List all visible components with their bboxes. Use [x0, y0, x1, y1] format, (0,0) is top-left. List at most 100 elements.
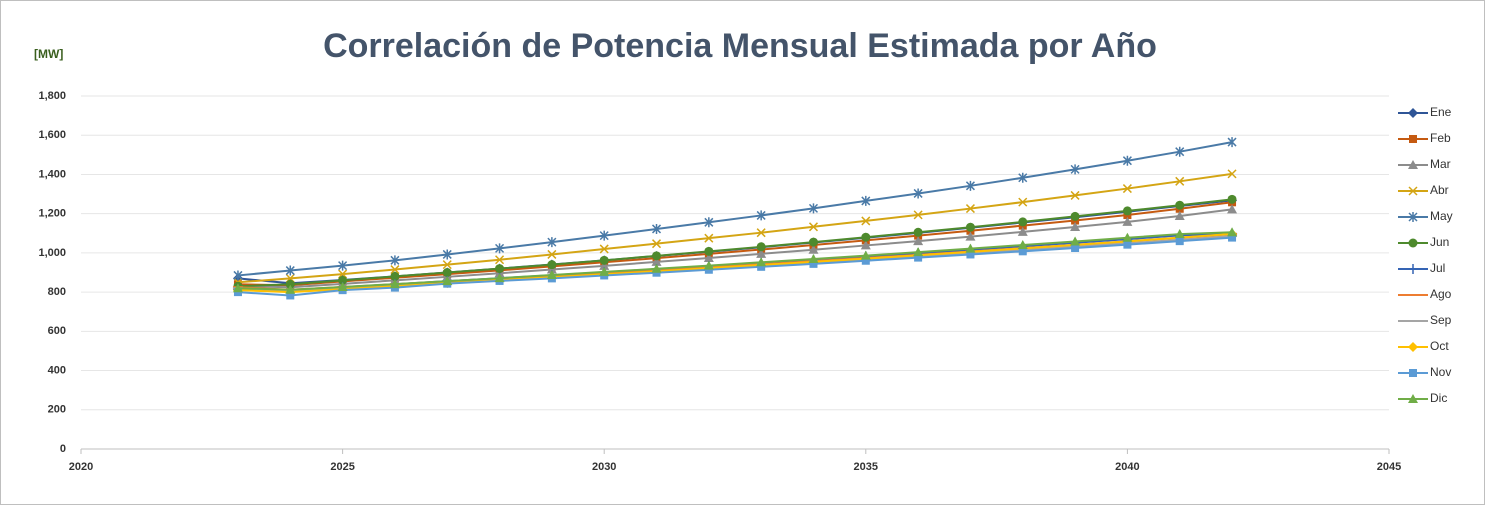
marker	[1122, 184, 1132, 194]
marker	[913, 227, 923, 237]
legend-label: Abr	[1430, 183, 1449, 197]
marker	[757, 262, 766, 271]
marker	[1070, 236, 1081, 246]
y-axis-label: [MW]	[34, 47, 63, 61]
marker	[547, 237, 557, 248]
marker	[756, 228, 766, 238]
x-tick-label: 2045	[1377, 461, 1401, 473]
y-tick-label: 200	[48, 404, 66, 416]
marker	[1408, 186, 1418, 196]
series-line	[237, 141, 1233, 277]
marker	[1175, 237, 1184, 246]
marker	[338, 275, 348, 285]
marker	[965, 243, 976, 253]
marker	[286, 291, 295, 300]
marker	[442, 268, 452, 277]
legend-label: Ago	[1430, 287, 1452, 301]
marker	[914, 253, 923, 262]
marker	[285, 265, 295, 276]
marker	[860, 250, 871, 260]
marker	[808, 253, 819, 263]
marker	[756, 242, 766, 252]
series-line	[237, 232, 1233, 294]
marker	[913, 247, 924, 257]
legend-label: Mar	[1430, 157, 1451, 171]
legend-label: Jun	[1430, 235, 1449, 249]
marker	[1409, 369, 1417, 377]
marker	[495, 255, 505, 265]
legend-label: Sep	[1430, 313, 1452, 327]
marker	[1018, 247, 1027, 256]
marker	[337, 282, 348, 292]
x-tick-label: 2035	[854, 461, 878, 473]
marker	[965, 204, 975, 214]
marker	[547, 249, 557, 259]
chart-title: Correlación de Potencia Mensual Estimada…	[323, 27, 1157, 65]
legend-label: Nov	[1430, 365, 1451, 379]
marker	[808, 222, 819, 232]
marker	[1408, 212, 1418, 222]
marker	[442, 249, 452, 260]
marker	[704, 233, 714, 243]
marker	[1408, 238, 1418, 248]
x-tick-label: 2040	[1115, 461, 1139, 473]
marker	[651, 263, 662, 273]
marker	[861, 232, 871, 242]
marker	[285, 284, 296, 294]
marker	[808, 237, 818, 247]
marker	[966, 250, 975, 259]
marker	[913, 210, 923, 220]
marker	[756, 257, 767, 267]
marker	[1227, 204, 1238, 214]
marker	[861, 195, 871, 206]
marker	[442, 260, 452, 270]
series-line	[237, 198, 1233, 288]
marker	[913, 236, 924, 246]
marker	[809, 259, 818, 268]
y-tick-label: 600	[48, 325, 66, 337]
marker	[704, 217, 714, 228]
marker	[1227, 194, 1237, 204]
marker	[703, 260, 714, 270]
marker	[1228, 233, 1237, 242]
marker	[651, 256, 662, 266]
series-line	[237, 208, 1233, 289]
marker	[703, 252, 714, 262]
marker	[546, 270, 557, 280]
y-tick-label: 800	[48, 286, 66, 298]
marker	[285, 279, 295, 289]
series-line	[237, 236, 1233, 297]
marker	[599, 244, 609, 254]
legend-label: Jul	[1430, 261, 1445, 275]
legend-label: Oct	[1430, 339, 1449, 353]
marker	[965, 222, 975, 232]
marker	[1123, 240, 1132, 249]
marker	[599, 255, 609, 265]
marker	[1175, 176, 1185, 186]
marker	[965, 180, 975, 191]
marker	[233, 270, 243, 281]
y-tick-label: 1,800	[38, 90, 66, 102]
series-line	[237, 172, 1233, 284]
marker	[1227, 227, 1238, 237]
marker	[1408, 160, 1418, 169]
series-line	[237, 231, 1233, 291]
marker	[1122, 155, 1132, 166]
marker	[442, 276, 453, 286]
marker	[599, 230, 609, 241]
marker	[1409, 135, 1417, 143]
marker	[808, 203, 819, 214]
legend-label: Feb	[1430, 131, 1451, 145]
marker	[390, 265, 400, 275]
y-tick-label: 400	[48, 364, 66, 376]
y-tick-label: 1,200	[38, 208, 66, 220]
marker	[390, 271, 400, 281]
marker	[860, 240, 871, 250]
marker	[1408, 394, 1418, 403]
marker	[808, 244, 819, 254]
x-tick-label: 2025	[330, 461, 354, 473]
marker	[1018, 197, 1028, 207]
marker	[1070, 190, 1080, 200]
marker	[1408, 264, 1418, 274]
